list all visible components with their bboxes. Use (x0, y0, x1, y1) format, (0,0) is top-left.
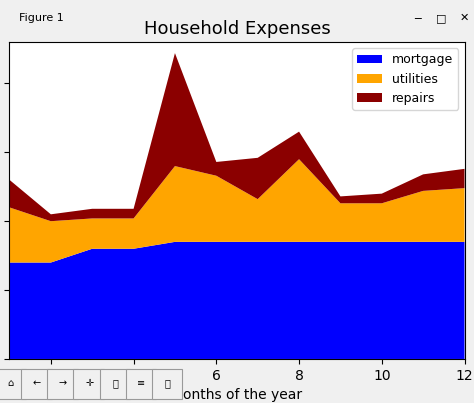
Legend: mortgage, utilities, repairs: mortgage, utilities, repairs (352, 48, 458, 110)
FancyBboxPatch shape (126, 369, 156, 399)
FancyBboxPatch shape (100, 369, 130, 399)
Text: ≡: ≡ (137, 378, 146, 388)
Title: Household Expenses: Household Expenses (144, 20, 330, 38)
FancyBboxPatch shape (47, 369, 78, 399)
Text: □: □ (436, 13, 446, 23)
Text: ✛: ✛ (85, 378, 93, 388)
FancyBboxPatch shape (152, 369, 182, 399)
Text: 🔍: 🔍 (112, 378, 118, 388)
Text: ─: ─ (414, 13, 420, 23)
Text: ⌂: ⌂ (8, 378, 14, 388)
Text: 💾: 💾 (164, 378, 170, 388)
X-axis label: Months of the year: Months of the year (172, 388, 302, 402)
FancyBboxPatch shape (0, 369, 26, 399)
FancyBboxPatch shape (73, 369, 104, 399)
Text: →: → (59, 378, 67, 388)
Text: ←: ← (33, 378, 41, 388)
Text: Figure 1: Figure 1 (19, 13, 64, 23)
Text: ✕: ✕ (460, 13, 469, 23)
FancyBboxPatch shape (21, 369, 52, 399)
